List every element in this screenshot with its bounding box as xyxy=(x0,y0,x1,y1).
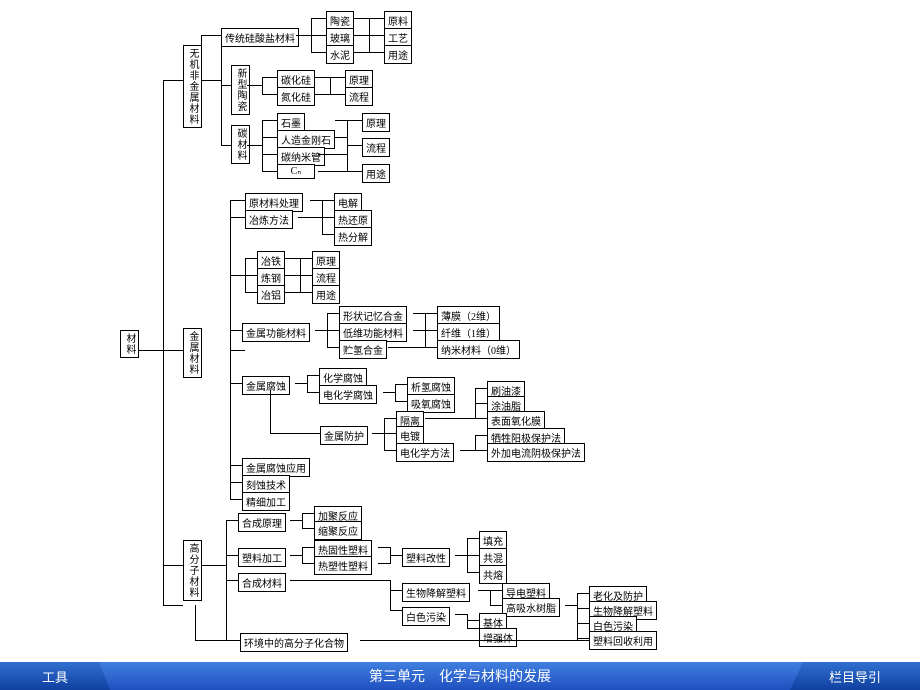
protection: 金属防护 xyxy=(320,426,368,445)
footer-title: 第三单元 化学与材料的发展 xyxy=(369,666,551,686)
smelt-method: 冶炼方法 xyxy=(245,210,293,229)
absorbent: 高吸水树脂 xyxy=(502,598,560,617)
trad-silicate: 传统硅酸盐材料 xyxy=(221,28,299,47)
biodeg: 生物降解塑料 xyxy=(402,583,470,602)
new-ceramic: 新型陶瓷 xyxy=(231,65,250,115)
synth-mat: 合成材料 xyxy=(238,573,286,592)
branch-inorganic: 无机非金属材料 xyxy=(183,45,202,128)
nano0d: 纳米材料（0维） xyxy=(437,340,520,359)
branch-polymer: 高分子材料 xyxy=(183,540,202,601)
recycle: 塑料回收利用 xyxy=(589,631,657,650)
cement: 水泥 xyxy=(326,45,354,64)
cond-poly: 缩聚反应 xyxy=(314,521,362,540)
fine-process: 精细加工 xyxy=(242,492,290,511)
corrosion: 金属腐蚀 xyxy=(242,376,290,395)
pyrolysis: 热分解 xyxy=(334,227,372,246)
synth-principle: 合成原理 xyxy=(238,513,286,532)
ec-corr: 电化学腐蚀 xyxy=(319,385,377,404)
func-metal: 金属功能材料 xyxy=(242,323,310,342)
usage: 用途 xyxy=(384,45,412,64)
plastic-proc: 塑料加工 xyxy=(238,548,286,567)
plastic-mod: 塑料改性 xyxy=(402,548,450,567)
sin: 氮化硅 xyxy=(277,87,315,106)
ec-method: 电化学方法 xyxy=(396,443,454,462)
flow2: 流程 xyxy=(362,138,390,157)
usage3: 用途 xyxy=(312,285,340,304)
principle2: 原理 xyxy=(362,113,390,132)
cathode-prot: 外加电流阴极保护法 xyxy=(487,443,585,462)
cn: Cₙ xyxy=(277,164,315,179)
branch-metal: 金属材料 xyxy=(183,328,202,378)
alum: 冶铝 xyxy=(257,285,285,304)
footer-tools[interactable]: 工具 xyxy=(0,662,110,690)
reinforce: 增强体 xyxy=(479,628,517,647)
materials-diagram: 材料 无机非金属材料 传统硅酸盐材料 陶瓷 玻璃 水泥 原料 工艺 用途 新型陶… xyxy=(120,10,820,650)
root-node: 材料 xyxy=(120,330,139,358)
footer-bar: 工具 第三单元 化学与材料的发展 栏目导引 xyxy=(0,662,920,690)
env-polymer: 环境中的高分子化合物 xyxy=(240,633,348,652)
footer-nav[interactable]: 栏目导引 xyxy=(790,662,920,690)
hydrogen: 贮氢合金 xyxy=(339,340,387,359)
usage2: 用途 xyxy=(362,164,390,183)
flow1: 流程 xyxy=(345,87,373,106)
thermoplast: 热塑性塑料 xyxy=(314,556,372,575)
melt: 共熔 xyxy=(479,565,507,584)
white-poll: 白色污染 xyxy=(402,607,450,626)
